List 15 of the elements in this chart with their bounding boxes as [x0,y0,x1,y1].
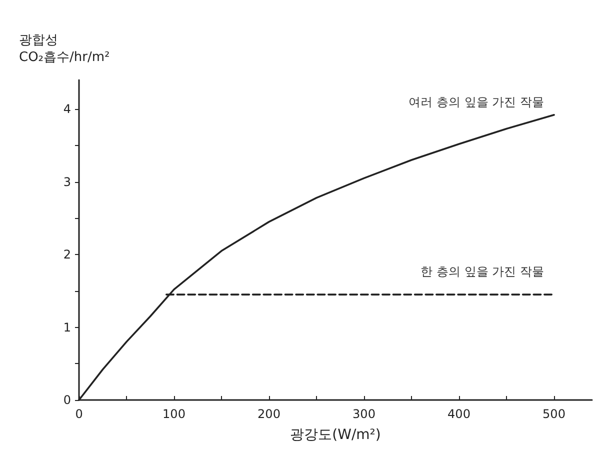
x-tick-label: 200 [258,407,280,421]
x-tick-label: 0 [75,407,83,421]
series-label: 여러 층의 잎을 가진 작물 [408,94,544,109]
y-tick-label: 0 [63,393,71,407]
y-tick-label: 1 [63,320,71,334]
x-tick-label: 500 [542,407,566,421]
y-tick-label: 3 [63,174,71,189]
y-tick-label: 4 [63,102,71,116]
y-tick-label: 2 [63,248,71,262]
x-tick-label: 100 [162,407,186,421]
series-label: 한 층의 잎을 가진 작물 [420,264,544,279]
y-axis-title: 광합성 CO₂흡수/hr/m² [19,33,110,65]
x-tick-label: 300 [352,407,376,421]
x-tick-label: 400 [448,407,470,421]
x-axis-title: 광강도(W/m²) [290,427,381,443]
